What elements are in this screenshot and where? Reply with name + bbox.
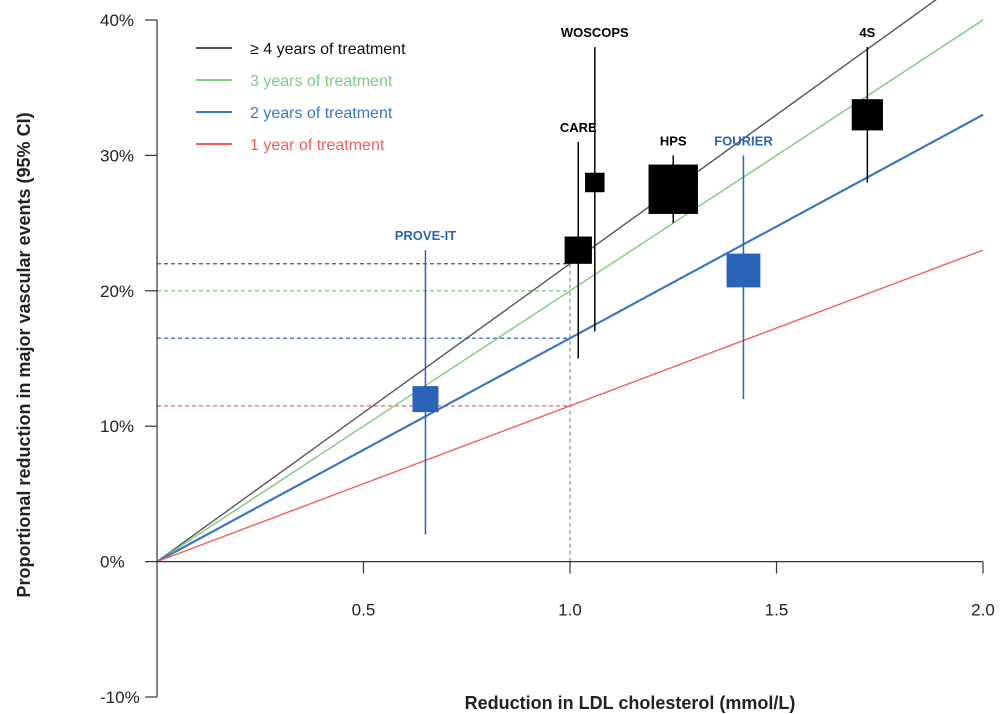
x-axis-label: Reduction in LDL cholesterol (mmol/L) — [465, 693, 796, 713]
trial-label: 4S — [859, 25, 875, 40]
trials: PROVE-IT CARE WOSCOPS HPS FOURIER 4S — [395, 25, 883, 535]
trial-square — [851, 99, 883, 131]
y-tick-label: 0% — [100, 553, 125, 572]
reference-lines — [157, 263, 571, 562]
y-tick-label: 30% — [100, 146, 134, 165]
trial-marker: 4S — [851, 25, 883, 183]
trial-square — [726, 253, 761, 288]
x-tick-label: 1.0 — [558, 601, 582, 620]
legend-item: 1 year of treatment — [196, 137, 385, 154]
trial-label: PROVE-IT — [395, 228, 456, 243]
trial-label: HPS — [660, 133, 687, 148]
legend: ≥ 4 years of treatment 3 years of treatme… — [196, 41, 406, 154]
trial-marker: PROVE-IT — [395, 228, 456, 535]
trial-label: WOSCOPS — [561, 25, 629, 40]
trial-label: CARE — [560, 120, 597, 135]
fit-line — [156, 19, 984, 563]
trial-square — [564, 236, 592, 264]
trial-label: FOURIER — [714, 133, 773, 148]
trial-square — [648, 164, 698, 214]
ticks: 40% 30% 20% 10% 0% -10% 0.5 1.0 1.5 2.0 — [100, 11, 995, 707]
y-tick-label: 20% — [100, 282, 134, 301]
trial-marker: FOURIER — [714, 133, 773, 400]
y-tick-label: 10% — [100, 417, 134, 436]
trial-square — [585, 172, 605, 193]
legend-item: 3 years of treatment — [196, 73, 393, 90]
trial-marker: WOSCOPS — [561, 25, 629, 332]
y-tick-label: 40% — [100, 11, 134, 30]
trial-marker: CARE — [560, 120, 597, 359]
legend-label: ≥ 4 years of treatment — [250, 41, 406, 58]
trial-marker: HPS — [648, 133, 698, 224]
x-tick-label: 0.5 — [352, 601, 376, 620]
y-axis-label: Proportional reduction in major vascular… — [14, 112, 34, 597]
legend-label: 3 years of treatment — [250, 73, 393, 90]
fit-line — [156, 113, 984, 563]
y-tick-label: -10% — [100, 688, 140, 707]
legend-item: ≥ 4 years of treatment — [196, 41, 406, 58]
x-tick-label: 2.0 — [971, 601, 995, 620]
legend-label: 2 years of treatment — [250, 105, 393, 122]
x-tick-label: 1.5 — [765, 601, 789, 620]
fit-line — [156, 249, 984, 563]
trial-square — [412, 386, 439, 413]
legend-label: 1 year of treatment — [250, 137, 385, 154]
legend-item: 2 years of treatment — [196, 105, 393, 122]
